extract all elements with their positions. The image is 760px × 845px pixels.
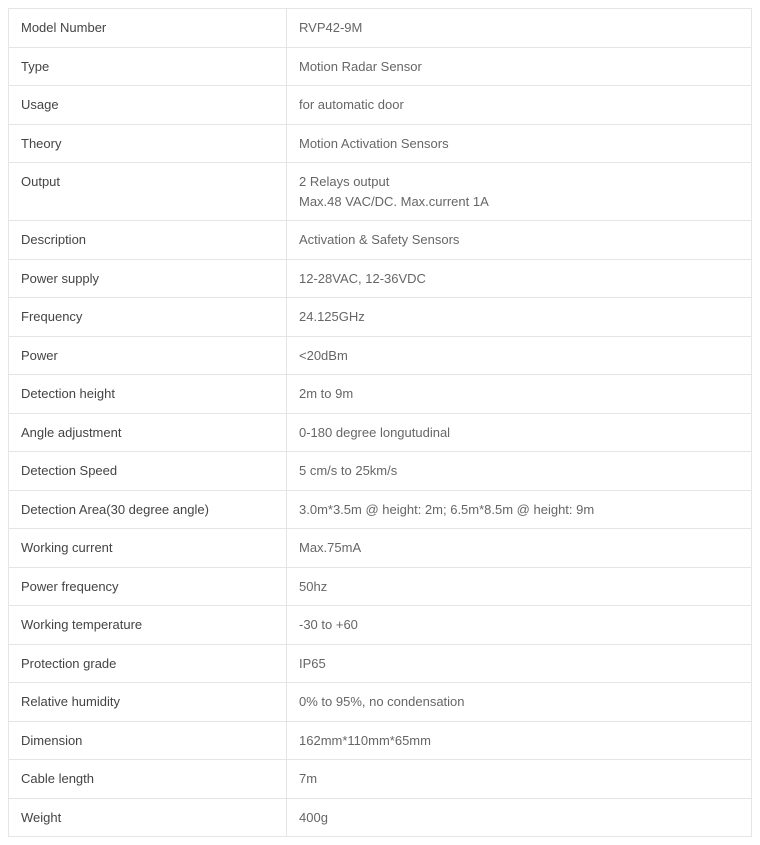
spec-value: Max.75mA	[287, 529, 752, 568]
spec-value: 12-28VAC, 12-36VDC	[287, 259, 752, 298]
spec-value: RVP42-9M	[287, 9, 752, 48]
table-row: Dimension162mm*110mm*65mm	[9, 721, 752, 760]
spec-value: for automatic door	[287, 86, 752, 125]
table-row: Model NumberRVP42-9M	[9, 9, 752, 48]
spec-label: Description	[9, 221, 287, 260]
spec-label: Power frequency	[9, 567, 287, 606]
spec-value: 3.0m*3.5m @ height: 2m; 6.5m*8.5m @ heig…	[287, 490, 752, 529]
table-row: TypeMotion Radar Sensor	[9, 47, 752, 86]
table-row: Output2 Relays outputMax.48 VAC/DC. Max.…	[9, 163, 752, 221]
table-row: Power supply12-28VAC, 12-36VDC	[9, 259, 752, 298]
spec-value: 0% to 95%, no condensation	[287, 683, 752, 722]
table-row: Detection height2m to 9m	[9, 375, 752, 414]
table-row: Protection gradeIP65	[9, 644, 752, 683]
spec-label: Cable length	[9, 760, 287, 799]
spec-label: Model Number	[9, 9, 287, 48]
spec-value: Motion Radar Sensor	[287, 47, 752, 86]
spec-label: Working temperature	[9, 606, 287, 645]
spec-value: 0-180 degree longutudinal	[287, 413, 752, 452]
table-row: Detection Speed5 cm/s to 25km/s	[9, 452, 752, 491]
spec-value: 5 cm/s to 25km/s	[287, 452, 752, 491]
table-row: Angle adjustment0-180 degree longutudina…	[9, 413, 752, 452]
table-row: Frequency24.125GHz	[9, 298, 752, 337]
spec-value: IP65	[287, 644, 752, 683]
table-row: Cable length7m	[9, 760, 752, 799]
spec-label: Detection Area(30 degree angle)	[9, 490, 287, 529]
table-row: Working currentMax.75mA	[9, 529, 752, 568]
table-row: Working temperature-30 to +60	[9, 606, 752, 645]
spec-label: Type	[9, 47, 287, 86]
table-row: Weight400g	[9, 798, 752, 837]
spec-value: Activation & Safety Sensors	[287, 221, 752, 260]
table-row: TheoryMotion Activation Sensors	[9, 124, 752, 163]
spec-value: Motion Activation Sensors	[287, 124, 752, 163]
spec-label: Angle adjustment	[9, 413, 287, 452]
specs-table: Model NumberRVP42-9MTypeMotion Radar Sen…	[8, 8, 752, 837]
spec-value: 162mm*110mm*65mm	[287, 721, 752, 760]
table-row: Power<20dBm	[9, 336, 752, 375]
table-row: Detection Area(30 degree angle)3.0m*3.5m…	[9, 490, 752, 529]
spec-label: Relative humidity	[9, 683, 287, 722]
table-row: Power frequency50hz	[9, 567, 752, 606]
spec-label: Weight	[9, 798, 287, 837]
spec-value: 7m	[287, 760, 752, 799]
spec-label: Protection grade	[9, 644, 287, 683]
specs-table-body: Model NumberRVP42-9MTypeMotion Radar Sen…	[9, 9, 752, 837]
spec-label: Power supply	[9, 259, 287, 298]
spec-value: 24.125GHz	[287, 298, 752, 337]
spec-value: 2m to 9m	[287, 375, 752, 414]
table-row: Usagefor automatic door	[9, 86, 752, 125]
spec-label: Usage	[9, 86, 287, 125]
spec-label: Output	[9, 163, 287, 221]
spec-value: -30 to +60	[287, 606, 752, 645]
spec-label: Frequency	[9, 298, 287, 337]
spec-label: Working current	[9, 529, 287, 568]
spec-value: 50hz	[287, 567, 752, 606]
spec-label: Power	[9, 336, 287, 375]
spec-value: <20dBm	[287, 336, 752, 375]
spec-label: Dimension	[9, 721, 287, 760]
spec-label: Detection height	[9, 375, 287, 414]
table-row: DescriptionActivation & Safety Sensors	[9, 221, 752, 260]
table-row: Relative humidity0% to 95%, no condensat…	[9, 683, 752, 722]
spec-label: Detection Speed	[9, 452, 287, 491]
spec-label: Theory	[9, 124, 287, 163]
spec-value: 400g	[287, 798, 752, 837]
spec-value: 2 Relays outputMax.48 VAC/DC. Max.curren…	[287, 163, 752, 221]
